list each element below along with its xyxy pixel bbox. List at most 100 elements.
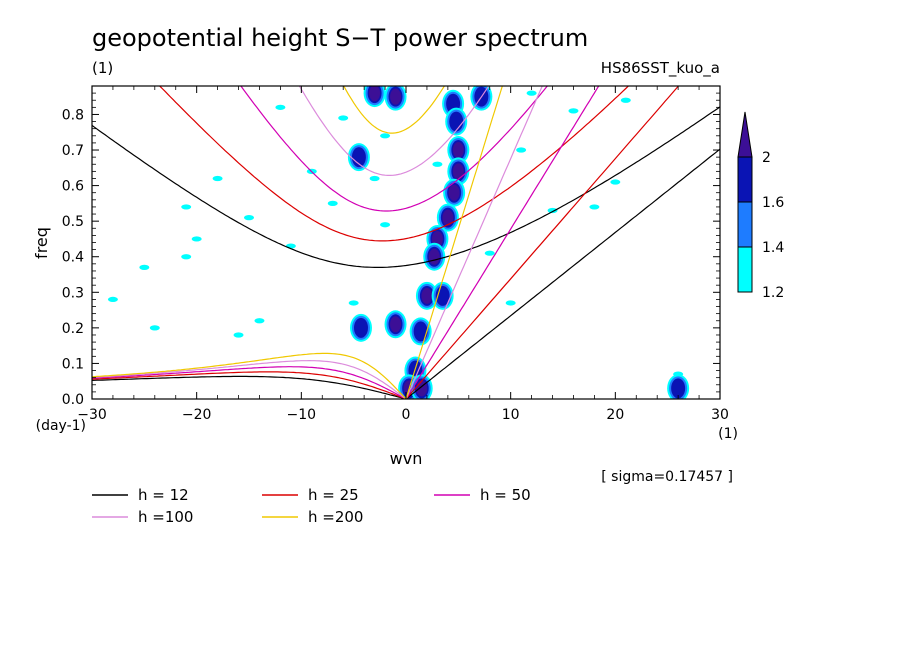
sigma-note: [ sigma=0.17457 ]: [601, 469, 733, 485]
noise-blob-6: [338, 115, 349, 121]
noise-blob-10: [348, 300, 359, 306]
ridge-blob-5-core: [442, 209, 454, 226]
legend-label-2: h = 50: [480, 486, 531, 504]
legend-label-3: h =100: [138, 508, 193, 526]
colorbar-label-2: 1.6: [762, 195, 784, 211]
colorbar: 1.2 1.4 1.6 2: [737, 111, 784, 301]
noise-blob-29: [212, 175, 223, 182]
ridge-blob-4-core: [448, 184, 460, 201]
noise-blob-1: [181, 204, 192, 210]
noise-blob-18: [484, 250, 495, 256]
x-tick-label-1: −20: [182, 407, 212, 423]
noise-blob-28: [327, 200, 338, 206]
ridge-blob-1-inner: [449, 111, 464, 132]
noise-blob-12: [181, 254, 192, 260]
ridge-blob-17-inner: [353, 317, 368, 338]
noise-blob-22: [380, 133, 391, 139]
chart-title: geopotential height S−T power spectrum: [92, 24, 588, 52]
colorbar-label-0: 1.2: [762, 285, 784, 301]
noise-blob-15: [589, 204, 600, 210]
noise-blob-2: [244, 215, 254, 221]
legend-label-0: h = 12: [138, 486, 189, 504]
ridge-blob-9-inner: [413, 321, 428, 342]
x-tick-label-3: 0: [402, 407, 411, 423]
noise-blob-27: [432, 161, 443, 167]
y-tick-label-8: 0.8: [62, 107, 84, 123]
ridge-blob-15-inner: [351, 147, 366, 168]
y-tick-label-5: 0.5: [62, 214, 84, 230]
ridge-blob-20-inner: [671, 378, 686, 399]
noise-blob-4: [233, 332, 244, 338]
y-units-label: (day-1): [36, 418, 86, 434]
curve-kelvin-h200: [405, 86, 503, 399]
ridge-blob-16-core: [390, 316, 402, 333]
plot-frame: [91, 85, 721, 400]
curve-ig-h25: [158, 86, 630, 242]
noise-blob-11: [285, 243, 296, 249]
curve-kelvin-h12: [405, 148, 720, 399]
noise-blob-13: [516, 147, 527, 153]
colorbar-label-1: 1.4: [762, 240, 784, 256]
axes: −30 −20 −10 0 10 20 30 0.0 0.1 0.2 0.3 0.4 0.5 0.6 0.7…: [62, 86, 729, 423]
legend-label-4: h =200: [308, 508, 363, 526]
ridge-blob-8-core: [421, 287, 433, 304]
curve-ig-h200: [343, 86, 446, 134]
noise-blob-8: [369, 175, 380, 182]
y-axis-label: freq: [32, 227, 51, 259]
ridge-blob-7-core: [428, 248, 440, 265]
noise-blob-23: [505, 300, 516, 306]
colorbar-swatch-0: [737, 246, 753, 293]
ridge-blob-14-core: [390, 88, 402, 105]
noise-blob-3: [254, 318, 265, 324]
colorbar-label-3: 2: [762, 150, 771, 166]
curve-kelvin-h25: [405, 86, 680, 399]
curve-rossby-h100: [92, 359, 407, 399]
curve-rossby-h200: [92, 352, 407, 399]
x-tick-label-0: −30: [77, 407, 107, 423]
curve-rossby-h50: [92, 366, 407, 399]
dispersion-curves-layer: [92, 86, 720, 399]
x-tick-label-5: 20: [606, 407, 624, 423]
y-tick-label-1: 0.1: [62, 356, 84, 372]
dataset-label: HS86SST_kuo_a: [601, 59, 720, 78]
y-tick-label-7: 0.7: [62, 143, 84, 159]
x-tick-label-4: 10: [502, 407, 520, 423]
noise-blob-24: [547, 207, 558, 214]
noise-blob-19: [139, 264, 150, 270]
noise-blob-16: [620, 97, 631, 103]
noise-blob-21: [275, 104, 286, 110]
noise-blob-14: [526, 90, 537, 96]
x-axis-label: wvn: [390, 449, 423, 468]
ridge-blob-13-core: [369, 86, 381, 102]
colorbar-arrow: [737, 111, 753, 158]
curve-kelvin-h50: [405, 86, 600, 399]
curve-rossby-h12: [92, 375, 407, 399]
units-label: (1): [92, 59, 113, 77]
noise-blob-5: [191, 236, 202, 242]
y-tick-label-4: 0.4: [62, 250, 84, 266]
curve-ig-h12: [92, 106, 720, 268]
legend: h = 12 h = 25 h = 50 h =100 h =200: [92, 486, 531, 526]
noise-blob-25: [610, 179, 621, 185]
ridge-blob-2-core: [452, 142, 464, 159]
curve-ig-h50: [240, 86, 549, 212]
noise-blob-9: [380, 222, 391, 228]
curve-rossby-h25: [92, 371, 407, 399]
colorbar-swatch-2: [737, 156, 753, 203]
x-tick-label-2: −10: [287, 407, 317, 423]
noise-blob-0: [107, 296, 118, 303]
curve-kelvin-h100: [405, 86, 543, 399]
x-tick-label-6: 30: [711, 407, 729, 423]
legend-label-1: h = 25: [308, 486, 359, 504]
noise-blob-20: [149, 325, 160, 331]
contour-fill-layer: [107, 86, 690, 399]
y-tick-label-2: 0.2: [62, 321, 84, 337]
y-tick-label-0: 0.0: [62, 392, 84, 408]
colorbar-swatch-1: [737, 201, 753, 248]
y-tick-label-6: 0.6: [62, 179, 84, 195]
x-units-label: (1): [718, 426, 738, 442]
y-tick-label-3: 0.3: [62, 285, 84, 301]
noise-blob-17: [568, 108, 579, 114]
curve-ig-h100: [298, 86, 490, 176]
